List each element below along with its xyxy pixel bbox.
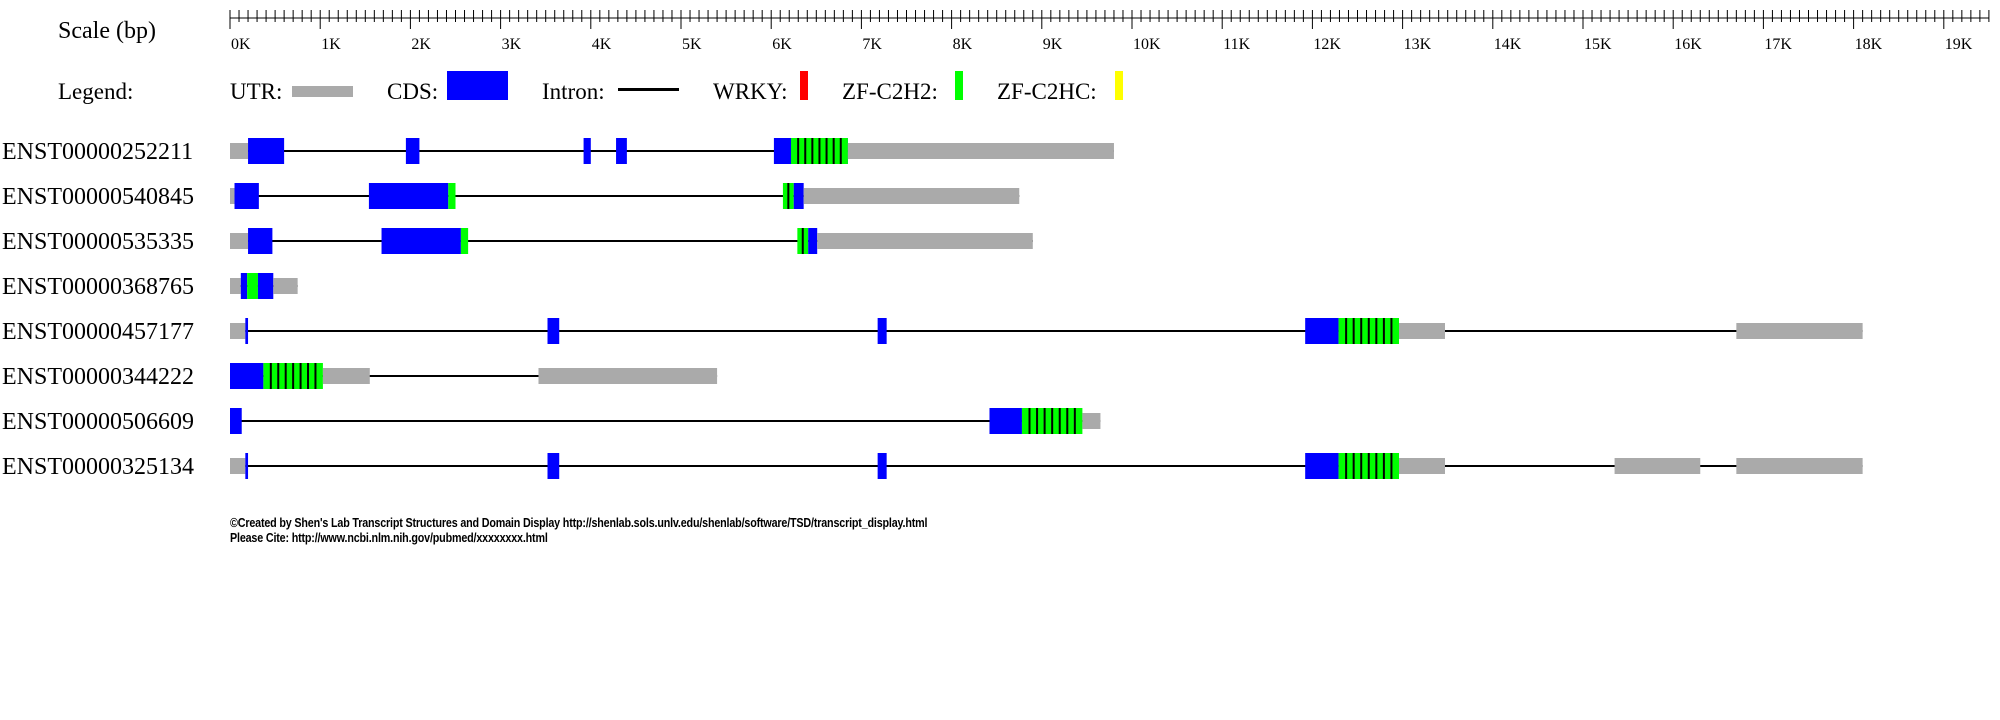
cds-exon [989, 408, 1022, 434]
legend-wrky-swatch [800, 71, 808, 100]
cds-exon [808, 228, 818, 254]
scale-tick-label: 5K [682, 36, 702, 53]
scale-tick-label: 4K [592, 36, 612, 53]
scale-tick-label: 12K [1313, 36, 1341, 53]
cds-exon [1305, 318, 1339, 344]
utr-exon [803, 188, 1020, 204]
cds-exon [234, 183, 259, 209]
transcript-id-label: ENST00000535335 [2, 229, 194, 255]
legend-intron-swatch [618, 88, 679, 91]
scale-tick-label: 9K [1043, 36, 1063, 53]
transcript-track: ENST00000535335 [2, 228, 1033, 255]
scale-label: Scale (bp) [58, 18, 156, 44]
scale-tick-label: 15K [1584, 36, 1612, 53]
utr-exon [230, 188, 235, 204]
cds-exon [793, 183, 804, 209]
transcript-tracks: ENST00000252211 ENST00000540845 ENST000005… [2, 138, 1863, 480]
cds-exon [230, 408, 242, 434]
scale-tick-label: 2K [411, 36, 431, 53]
utr-exon [817, 233, 1033, 249]
utr-exon [538, 368, 718, 384]
transcript-id-label: ENST00000457177 [2, 319, 194, 345]
scale-tick-label: 14K [1494, 36, 1522, 53]
transcript-track: ENST00000457177 [2, 318, 1863, 345]
utr-exon [1736, 323, 1863, 339]
transcript-track: ENST00000344222 [2, 363, 718, 390]
legend-wrky-label: WRKY: [713, 79, 788, 104]
cds-exon [240, 273, 248, 299]
legend-zf-c2hc-label: ZF-C2HC: [997, 79, 1097, 104]
transcript-track: ENST00000252211 [2, 138, 1114, 165]
utr-exon [1398, 323, 1445, 339]
cds-exon [245, 318, 249, 344]
scale-tick-label: 1K [321, 36, 341, 53]
utr-exon [230, 323, 246, 339]
scale-tick-label: 17K [1764, 36, 1792, 53]
zf-c2h2-domain [460, 228, 469, 254]
legend-zf-c2h2-label: ZF-C2H2: [842, 79, 938, 104]
utr-exon [230, 143, 249, 159]
cds-exon [877, 318, 887, 344]
scale-tick-label: 10K [1133, 36, 1161, 53]
utr-exon [1398, 458, 1445, 474]
legend-utr-swatch [292, 86, 353, 97]
scale-tick-label: 6K [772, 36, 792, 53]
utr-exon [230, 278, 241, 294]
cds-exon [230, 363, 264, 389]
transcript-id-label: ENST00000344222 [2, 364, 194, 390]
zf-c2h2-domain [247, 273, 258, 299]
transcript-id-label: ENST00000368765 [2, 274, 194, 300]
legend-cds-label: CDS: [387, 79, 438, 104]
cds-exon [583, 138, 591, 164]
legend-zf-c2hc-swatch [1115, 71, 1123, 100]
transcript-track: ENST00000540845 [2, 183, 1020, 210]
cds-exon [248, 138, 285, 164]
scale-tick-label: 0K [231, 36, 251, 53]
utr-exon [230, 233, 249, 249]
zf-c2h2-domain [448, 183, 456, 209]
scale-tick-label: 18K [1855, 36, 1883, 53]
transcript-id-label: ENST00000540845 [2, 184, 194, 210]
cds-exon [381, 228, 461, 254]
credit-line: ©Created by Shen's Lab Transcript Struct… [230, 516, 928, 530]
cds-exon [248, 228, 273, 254]
cds-exon [368, 183, 449, 209]
transcript-id-label: ENST00000506609 [2, 409, 194, 435]
cds-exon [1305, 453, 1339, 479]
transcript-id-label: ENST00000252211 [2, 139, 193, 165]
transcript-track: ENST00000506609 [2, 408, 1101, 435]
scale-tick-label: 8K [953, 36, 973, 53]
cds-exon [547, 318, 560, 344]
utr-exon [273, 278, 298, 294]
scale-axis: 0K 1K 2K 3K 4K 5K 6K 7K 8K 9K 10K 11K 12K 13K 14K 15K 16… [229, 10, 1990, 53]
utr-exon [1082, 413, 1101, 429]
legend-label: Legend: [58, 79, 133, 104]
utr-exon [230, 458, 246, 474]
transcript-track: ENST00000368765 [2, 273, 298, 300]
scale-tick-label: 7K [862, 36, 882, 53]
transcript-track: ENST00000325134 [2, 453, 1863, 480]
cds-exon [257, 273, 274, 299]
scale-tick-label: 11K [1223, 36, 1250, 53]
transcript-id-label: ENST00000325134 [2, 454, 194, 480]
scale-tick-label: 19K [1945, 36, 1973, 53]
scale-tick-label: 13K [1404, 36, 1432, 53]
scale-tick-label: 3K [502, 36, 522, 53]
utr-exon [1614, 458, 1701, 474]
legend-intron-label: Intron: [542, 79, 605, 104]
cds-exon [547, 453, 560, 479]
cds-exon [616, 138, 627, 164]
cds-exon [877, 453, 887, 479]
cds-exon [405, 138, 420, 164]
legend-cds-swatch [447, 71, 508, 100]
utr-exon [847, 143, 1114, 159]
scale-tick-label: 16K [1674, 36, 1702, 53]
utr-exon [322, 368, 370, 384]
citation-line: Please Cite: http://www.ncbi.nlm.nih.gov… [230, 531, 548, 545]
cds-exon [245, 453, 249, 479]
legend-zf-c2h2-swatch [955, 71, 963, 100]
legend-utr-label: UTR: [230, 79, 282, 104]
utr-exon [1736, 458, 1863, 474]
